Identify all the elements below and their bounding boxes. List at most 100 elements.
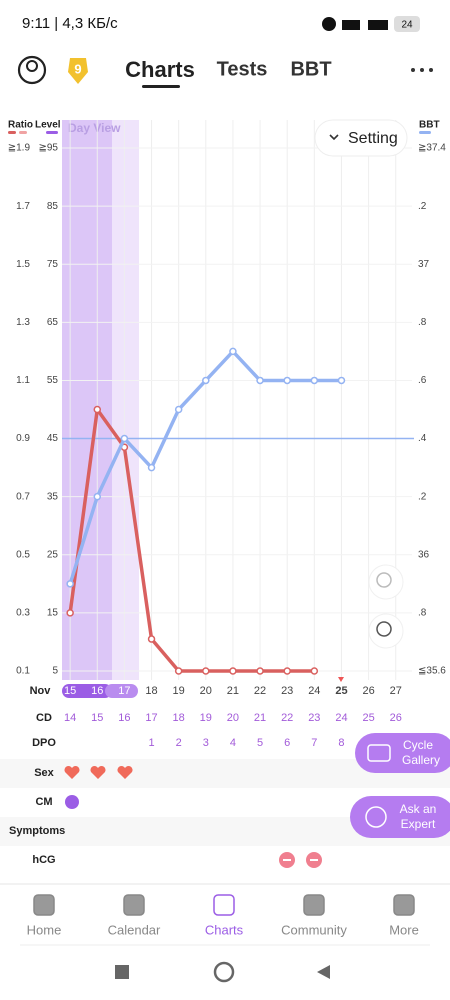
cd-value: 25: [362, 712, 374, 724]
legend-label: BBT: [419, 120, 440, 131]
y2-tick-label: .8: [418, 317, 427, 328]
data-point: [174, 405, 183, 414]
period-pill: [62, 684, 112, 698]
cd-value: 19: [200, 712, 212, 724]
x-tick-label: 20: [200, 685, 212, 697]
level-tick-label: 45: [47, 433, 59, 444]
data-point: [256, 376, 264, 385]
cd-value: 17: [145, 712, 157, 724]
period-shade: [112, 120, 139, 680]
data-point: [120, 434, 129, 443]
period-shade: [62, 120, 112, 680]
level-tick-label: 65: [47, 317, 59, 328]
nav-label[interactable]: Community: [281, 922, 347, 937]
tab[interactable]: Tests: [217, 58, 268, 80]
y2-tick-label: .4: [418, 433, 427, 444]
dpo-value: 3: [203, 737, 209, 749]
system-home[interactable]: [213, 961, 235, 983]
system-recent[interactable]: [115, 965, 129, 979]
x-tick-label: 25: [335, 685, 347, 697]
period-pill: [105, 684, 138, 698]
data-point: [256, 667, 264, 675]
row-label: CM: [35, 796, 52, 808]
series-line: [68, 407, 315, 673]
dpo-value: 4: [230, 737, 236, 749]
setting-label: Setting: [348, 130, 398, 147]
x-tick-label: 16: [91, 685, 103, 697]
x-tick-label: 18: [145, 685, 157, 697]
data-point: [66, 580, 74, 588]
tab[interactable]: BBT: [290, 58, 331, 80]
button-label: Cycle: [403, 738, 433, 752]
nav-icon: [393, 894, 415, 916]
data-point: [283, 376, 291, 385]
view-label: Day View: [68, 121, 121, 135]
x-tick-label: 17: [118, 685, 130, 697]
data-point: [174, 667, 183, 675]
cd-value: 20: [227, 712, 239, 724]
data-point: [147, 635, 156, 643]
button-label: Ask an: [400, 802, 437, 816]
nav-label[interactable]: Home: [27, 922, 62, 937]
badge[interactable]: [68, 58, 88, 84]
level-tick-label: 5: [52, 666, 58, 677]
legend-swatch: [46, 131, 58, 134]
y-tick-label: 1.1: [16, 375, 30, 386]
cd-value: 21: [254, 712, 266, 724]
y-tick-label: 0.9: [16, 433, 30, 444]
legend-swatch: [419, 131, 431, 134]
today-marker: [338, 677, 344, 682]
system-back[interactable]: [317, 965, 330, 979]
profile-icon[interactable]: [17, 55, 47, 85]
cd-value: 18: [173, 712, 185, 724]
cd-value: 15: [91, 712, 103, 724]
y-tick-label: ≧1.9: [8, 143, 31, 154]
data-point: [93, 492, 102, 501]
y2-tick-label: .2: [418, 201, 427, 212]
data-point: [147, 463, 156, 472]
nav-icon: [123, 894, 145, 916]
nav-icon: [303, 894, 325, 916]
status-time: 9:11 | 4,3 КБ/с: [22, 15, 118, 32]
dpo-value: 8: [338, 737, 344, 749]
zoom-in[interactable]: [368, 564, 404, 600]
y2-tick-label: 37: [418, 259, 430, 270]
cycle-gallery-button[interactable]: [355, 733, 450, 773]
dpo-value: 5: [257, 737, 263, 749]
chevron: [329, 134, 339, 141]
gallery-icon: [367, 744, 391, 762]
y2-tick-label: .8: [418, 608, 427, 619]
menu-dots[interactable]: [411, 68, 433, 72]
data-point: [337, 376, 346, 385]
zoom-out[interactable]: [368, 613, 404, 649]
tab[interactable]: Charts: [125, 57, 195, 82]
setting-button[interactable]: [314, 119, 408, 157]
cd-value: 24: [335, 712, 347, 724]
data-point: [310, 376, 319, 385]
y2-tick-label: 36: [418, 549, 430, 560]
x-tick-label: 23: [281, 685, 293, 697]
data-point: [202, 376, 210, 385]
expert-icon: [365, 806, 387, 828]
nav-label[interactable]: Calendar: [108, 922, 161, 937]
legend-label: Ratio: [8, 120, 33, 131]
x-tick-label: 24: [308, 685, 320, 697]
x-tick-label: 22: [254, 685, 266, 697]
y2-tick-label: ≧37.4: [418, 143, 446, 154]
legend-swatch: [19, 131, 27, 134]
level-tick-label: 55: [47, 375, 59, 386]
signal-icon: [368, 20, 388, 30]
nav-label[interactable]: Charts: [205, 922, 244, 937]
button-label: Expert: [401, 817, 436, 831]
profile-icon: [26, 60, 38, 72]
nav-label[interactable]: More: [389, 922, 419, 937]
level-tick-label: ≧95: [38, 143, 58, 154]
x-tick-label: 21: [227, 685, 239, 697]
sex-icons: [64, 765, 133, 779]
level-tick-label: 85: [47, 201, 59, 212]
legend-swatch: [8, 131, 16, 134]
battery-icon: [394, 16, 420, 32]
data-point: [93, 405, 102, 414]
battery-level: 24: [401, 20, 413, 31]
